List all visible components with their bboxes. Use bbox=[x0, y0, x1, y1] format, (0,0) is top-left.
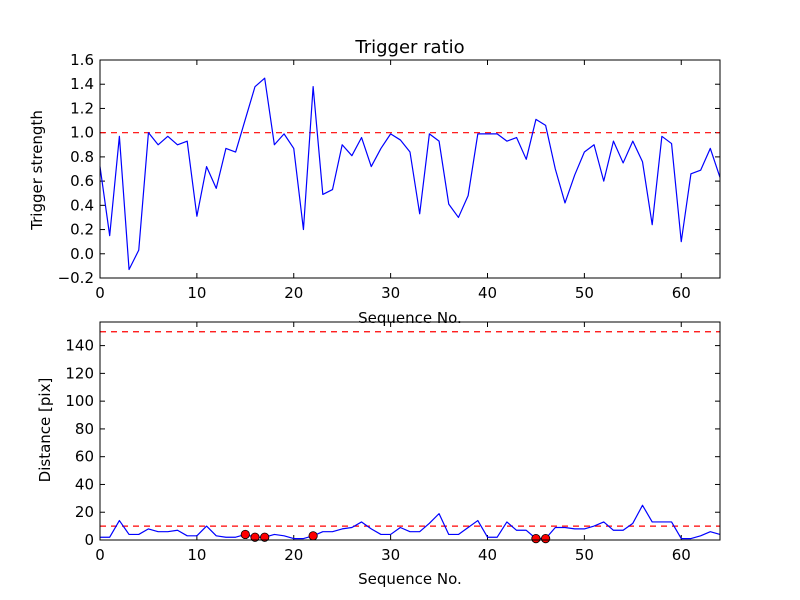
bottom-x-tick-label: 20 bbox=[284, 546, 303, 564]
bottom-y-tick-label: 60 bbox=[75, 448, 94, 466]
top-y-axis-label: Trigger strength bbox=[28, 110, 46, 231]
bottom-x-tick-label: 40 bbox=[478, 546, 497, 564]
bottom-threshold-layer bbox=[100, 331, 720, 527]
top-y-tick-label: 0.6 bbox=[70, 172, 94, 190]
top-x-tick-label: 40 bbox=[478, 284, 497, 302]
top-series-layer bbox=[99, 77, 721, 271]
bottom-y-tick-label: 20 bbox=[75, 503, 94, 521]
top-y-tick-label: 1.0 bbox=[70, 124, 94, 142]
bottom-x-axis-label: Sequence No. bbox=[358, 570, 462, 588]
top-y-tick-label: 0.8 bbox=[70, 148, 94, 166]
bottom-axes-frame bbox=[99, 321, 721, 541]
top-y-tick-label: 1.6 bbox=[70, 51, 94, 69]
top-axes-ticks: 0 10 20 30 40 50 60 −0.2 0.0 0.2 0.4 0.6 0.8 1.0 1.2 1.… bbox=[58, 51, 720, 302]
bottom-series-line bbox=[100, 504, 721, 540]
top-x-tick-label: 20 bbox=[284, 284, 303, 302]
bottom-axes: Sequence No. Distance [pix] 0 10 20 30 40 50 6… bbox=[36, 321, 721, 588]
top-x-tick-label: 50 bbox=[575, 284, 594, 302]
bottom-y-tick-label: 120 bbox=[65, 364, 94, 382]
top-y-tick-label: 0.0 bbox=[70, 245, 94, 263]
bottom-data-marker bbox=[250, 532, 260, 542]
top-x-tick-label: 10 bbox=[187, 284, 206, 302]
bottom-y-tick-label: 100 bbox=[65, 392, 94, 410]
top-x-tick-label: 0 bbox=[95, 284, 105, 302]
top-axes: Trigger ratio Sequence No. Trigger stren… bbox=[28, 37, 721, 327]
bottom-y-tick-label: 80 bbox=[75, 420, 94, 438]
bottom-data-marker bbox=[240, 529, 250, 540]
top-x-axis-label: Sequence No. bbox=[358, 309, 462, 327]
bottom-data-marker bbox=[308, 531, 318, 541]
bottom-y-tick-label: 140 bbox=[65, 337, 94, 355]
bottom-x-tick-label: 10 bbox=[187, 546, 206, 564]
top-x-tick-label: 30 bbox=[381, 284, 400, 302]
bottom-x-tick-label: 50 bbox=[575, 546, 594, 564]
top-axes-frame bbox=[99, 59, 721, 279]
bottom-axes-ticks: 0 10 20 30 40 50 60 0 20 40 60 80 100 120 140 bbox=[65, 322, 720, 564]
bottom-y-tick-label: 0 bbox=[84, 531, 94, 549]
top-y-tick-label: 1.2 bbox=[70, 99, 94, 117]
bottom-x-tick-label: 30 bbox=[381, 546, 400, 564]
top-y-tick-label: −0.2 bbox=[58, 269, 94, 287]
chart-title: Trigger ratio bbox=[354, 37, 464, 58]
top-series-line bbox=[99, 77, 721, 271]
bottom-y-axis-label: Distance [pix] bbox=[36, 378, 54, 483]
bottom-data-marker bbox=[260, 532, 270, 542]
bottom-data-marker bbox=[541, 534, 551, 544]
top-y-tick-label: 1.4 bbox=[70, 75, 94, 93]
bottom-data-marker bbox=[531, 534, 541, 544]
top-y-tick-label: 0.2 bbox=[70, 221, 94, 239]
top-y-tick-label: 0.4 bbox=[70, 196, 94, 214]
bottom-series-layer bbox=[100, 504, 721, 540]
top-x-tick-label: 60 bbox=[672, 284, 691, 302]
bottom-x-tick-label: 60 bbox=[672, 546, 691, 564]
bottom-y-tick-label: 40 bbox=[75, 475, 94, 493]
bottom-x-tick-label: 0 bbox=[95, 546, 105, 564]
bottom-markers-layer bbox=[240, 529, 551, 544]
